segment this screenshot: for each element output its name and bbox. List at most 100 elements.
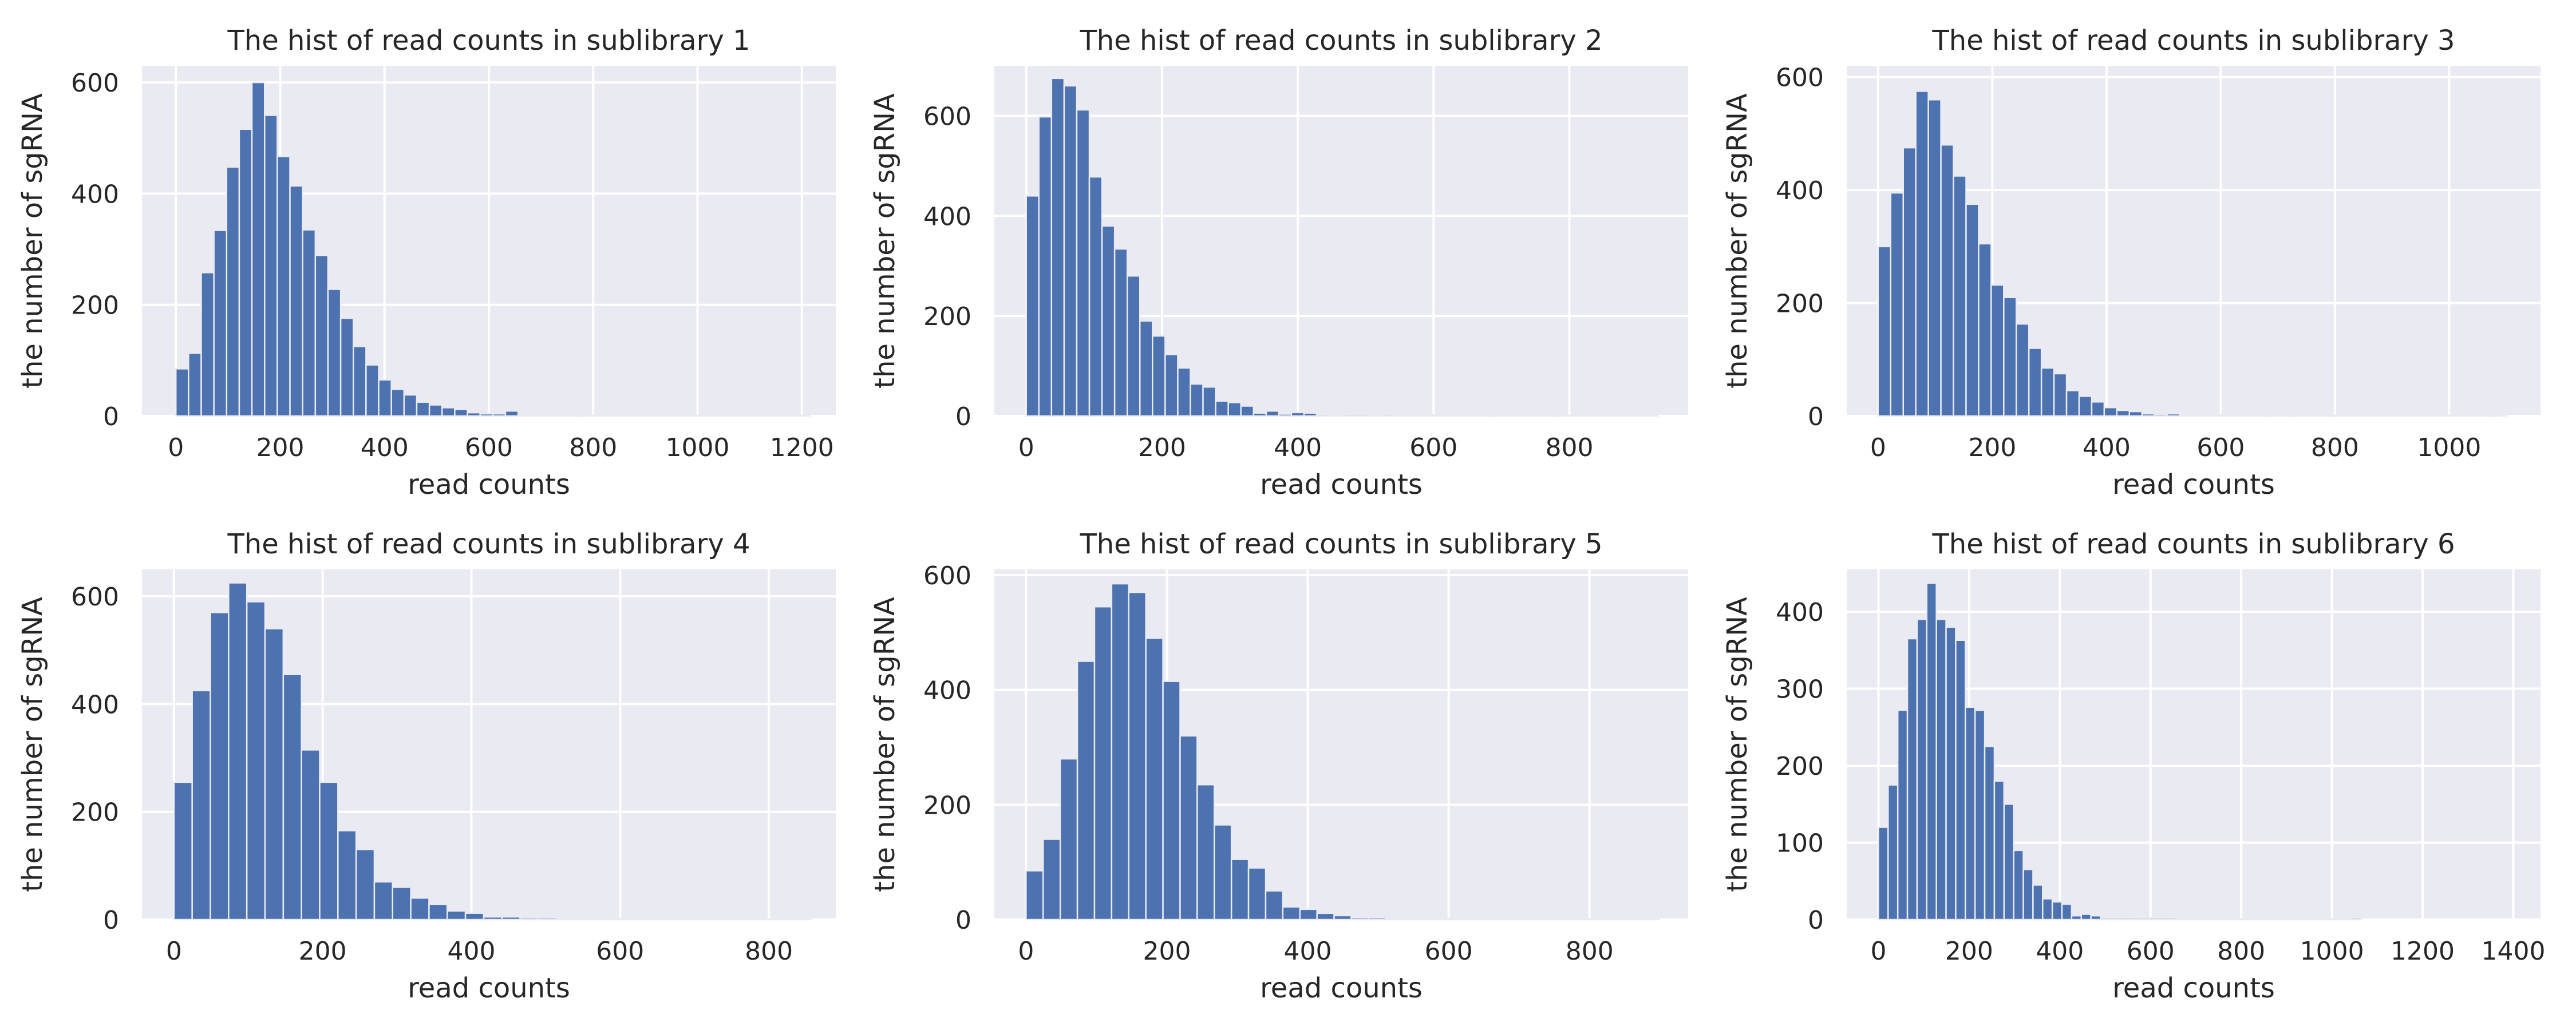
histogram-bar xyxy=(2196,918,2208,921)
histogram-bar xyxy=(378,379,392,417)
histogram-bar xyxy=(1128,591,1147,921)
histogram-bar xyxy=(774,918,795,921)
y-tick-label: 0 xyxy=(1808,906,1824,935)
histogram-bar xyxy=(1328,414,1343,417)
y-tick-label: 400 xyxy=(71,690,119,719)
x-tick-label: 800 xyxy=(569,433,617,462)
histogram-bar xyxy=(745,414,760,417)
histogram-bar xyxy=(1177,367,1191,417)
histogram-bar xyxy=(1290,411,1305,417)
histogram-bar xyxy=(2206,918,2218,921)
histogram-bar xyxy=(1555,414,1570,417)
histogram-bar xyxy=(1641,918,1660,921)
y-axis-label: the number of sgRNA xyxy=(869,93,901,389)
histogram-bar xyxy=(2065,390,2080,417)
histogram-bar xyxy=(2329,414,2344,417)
y-tick-label: 200 xyxy=(923,791,971,820)
histogram-bar xyxy=(191,690,211,921)
histogram-bar xyxy=(1467,414,1482,417)
chart-panel-2: 0 200 400 600 800 0 200 400 600 The hist of read … xyxy=(869,25,1688,501)
histogram-bar xyxy=(1436,917,1455,921)
histogram-bar xyxy=(441,407,456,417)
histogram-bar xyxy=(2480,414,2495,417)
x-tick-label: 400 xyxy=(361,433,409,462)
histogram-bar xyxy=(479,413,494,417)
histogram-bar xyxy=(1978,243,1992,417)
histogram-bar xyxy=(2354,414,2369,417)
histogram-bar xyxy=(2078,395,2093,417)
histogram-bar xyxy=(796,414,811,417)
histogram-bar xyxy=(1025,195,1040,417)
histogram-bar xyxy=(2279,414,2294,417)
x-tick-label: 1000 xyxy=(2417,433,2481,462)
histogram-bar xyxy=(2167,917,2179,921)
histogram-bar xyxy=(2091,401,2105,417)
x-axis-label: read counts xyxy=(408,469,570,501)
histogram-bar xyxy=(631,414,646,417)
histogram-bar xyxy=(2217,414,2231,417)
y-tick-label: 0 xyxy=(955,906,971,935)
x-axis-label: read counts xyxy=(2112,972,2275,1004)
histogram-bar xyxy=(1897,709,1909,921)
histogram-bar xyxy=(568,414,583,417)
x-tick-label: 400 xyxy=(447,937,495,966)
histogram-bar xyxy=(1878,826,1889,921)
histogram-bar xyxy=(669,414,684,417)
histogram-bar xyxy=(2229,414,2243,417)
histogram-bar xyxy=(610,917,630,921)
histogram-bar xyxy=(1915,90,1929,417)
histogram-bar xyxy=(1505,414,1520,417)
histogram-bar xyxy=(1025,870,1044,921)
histogram-bar xyxy=(2254,918,2266,921)
histogram-bar xyxy=(2154,413,2168,417)
histogram-bar xyxy=(1404,414,1419,417)
histogram-bar xyxy=(188,352,202,417)
y-tick-label: 600 xyxy=(923,561,971,591)
histogram-bar xyxy=(1076,660,1096,921)
histogram-bar xyxy=(264,628,285,921)
histogram-bar xyxy=(2071,915,2083,921)
histogram-bar xyxy=(2141,413,2155,417)
x-axis-label: read counts xyxy=(408,972,570,1004)
histogram-bar xyxy=(665,917,685,921)
y-tick-label: 200 xyxy=(923,302,971,331)
histogram-bar xyxy=(2405,414,2419,417)
histogram-bar xyxy=(1341,414,1356,417)
histogram-bar xyxy=(1993,780,2005,921)
chart-panel-5: 0 200 400 600 800 0 200 400 600 The hist of read … xyxy=(869,528,1688,1004)
histogram-bar xyxy=(447,910,467,921)
y-tick-label: 600 xyxy=(71,583,119,612)
x-tick-label: 200 xyxy=(1968,433,2016,462)
histogram-bar xyxy=(238,128,253,417)
x-tick-label: 800 xyxy=(2311,433,2359,462)
histogram-bar xyxy=(2022,869,2034,921)
histogram-bar xyxy=(1101,225,1116,417)
histogram-bar xyxy=(2215,918,2227,921)
histogram-bar xyxy=(1038,116,1053,417)
histogram-bar xyxy=(2128,917,2140,921)
histogram-bar xyxy=(592,917,612,921)
histogram-bar xyxy=(454,409,468,417)
x-tick-label: 600 xyxy=(1409,433,1457,462)
histogram-bar xyxy=(2003,296,2017,417)
histogram-bar xyxy=(501,916,521,921)
histogram-bar xyxy=(2061,903,2073,921)
y-tick-label: 200 xyxy=(1776,752,1824,781)
x-tick-label: 400 xyxy=(2036,937,2084,966)
x-tick-label: 1200 xyxy=(770,433,834,462)
histogram-bar xyxy=(1419,917,1438,921)
chart-title: The hist of read counts in sublibrary 1 xyxy=(227,25,750,57)
x-axis-label: read counts xyxy=(2112,469,2275,501)
histogram-bar xyxy=(2040,367,2055,417)
histogram-bar xyxy=(1619,414,1633,417)
x-tick-label: 200 xyxy=(1143,937,1191,966)
y-tick-label: 600 xyxy=(71,69,119,98)
histogram-bar xyxy=(1215,400,1229,417)
histogram-bar xyxy=(1111,583,1130,921)
histogram-bar xyxy=(2187,918,2198,921)
histogram-bar xyxy=(1429,414,1444,417)
histogram-bar xyxy=(1539,918,1558,921)
histogram-bar xyxy=(410,897,430,921)
histogram-bar xyxy=(301,749,321,921)
y-tick-label: 400 xyxy=(923,676,971,706)
